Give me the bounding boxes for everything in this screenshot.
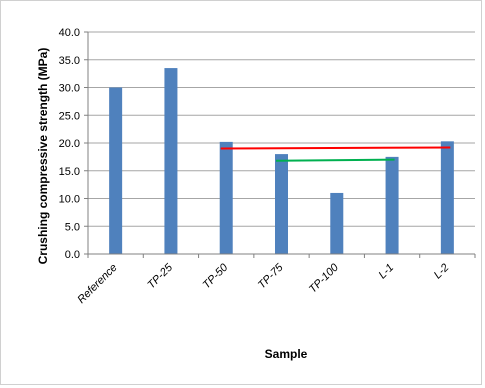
axes: [87, 32, 476, 258]
y-tick-label: 10.0: [59, 194, 80, 206]
bar-tp-75: [275, 154, 288, 254]
y-tick-label: 20.0: [59, 138, 80, 150]
y-tick-label: 40.0: [59, 27, 80, 39]
x-tick-label: TP-100: [307, 261, 342, 296]
x-tick-label: TP-50: [201, 261, 231, 291]
x-axis-title: Sample: [265, 347, 308, 361]
x-tick-label: TP-25: [145, 261, 175, 291]
bar-l-2: [440, 141, 454, 254]
reference-lines: [220, 146, 451, 162]
y-tick-label: 5.0: [65, 221, 80, 233]
y-tick-label: 30.0: [59, 83, 80, 95]
y-tick-label: 15.0: [59, 166, 80, 178]
reference-line: [275, 158, 395, 162]
x-tick-label: TP-75: [256, 261, 286, 291]
bar-l-1: [385, 156, 399, 254]
bar-tp-50: [219, 141, 233, 254]
bar-reference: [109, 87, 123, 254]
x-tick-label: L-1: [376, 262, 396, 282]
y-tick-label: 25.0: [59, 110, 80, 122]
y-tick-label: 35.0: [59, 55, 80, 67]
x-tick-label: L-2: [432, 262, 452, 282]
reference-line: [220, 146, 451, 150]
y-tick-labels: 0.0 5.0 10.0 15.0 20.0 25.0 30.0 35.0 40.0: [59, 27, 80, 261]
y-tick-label: 0.0: [65, 249, 80, 261]
x-tick-label: Reference: [75, 262, 119, 306]
y-axis-title: Crushing compressive strength (MPa): [36, 48, 50, 265]
bars: [109, 68, 454, 254]
bar-tp-100: [330, 192, 344, 254]
x-tick-labels: Reference TP-25 TP-50 TP-75 TP-100 L-1 L-2: [75, 261, 451, 306]
bar-tp-25: [164, 68, 178, 254]
